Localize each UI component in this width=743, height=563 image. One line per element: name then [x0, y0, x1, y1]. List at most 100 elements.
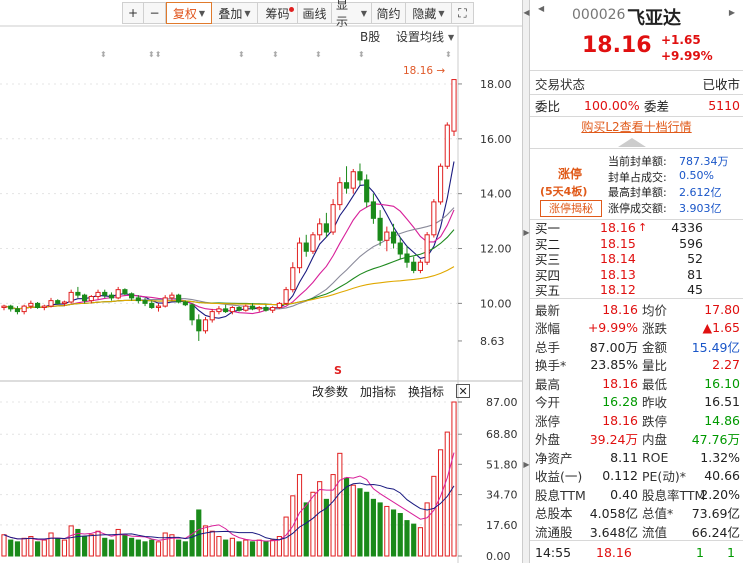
chips-button[interactable]: 筹码 [258, 2, 298, 24]
candlestick[interactable] [95, 289, 101, 300]
candlestick[interactable] [135, 295, 141, 304]
volume-bar[interactable] [14, 541, 21, 557]
volume-bar[interactable] [88, 534, 94, 557]
volume-bar[interactable] [1, 534, 7, 557]
volume-bar[interactable] [115, 528, 121, 557]
back-arrow-icon[interactable]: ◀ [538, 4, 545, 13]
volume-bar[interactable] [296, 474, 303, 557]
zoom-in-button[interactable]: + [122, 2, 144, 24]
candlestick[interactable] [276, 302, 282, 309]
volume-bar[interactable] [451, 401, 457, 557]
volume-bar[interactable] [303, 502, 309, 557]
volume-bar[interactable] [35, 541, 41, 557]
volume-bar[interactable] [75, 528, 81, 557]
candlestick[interactable] [263, 304, 269, 312]
volume-bar[interactable] [8, 539, 14, 557]
ma-setting-dropdown-icon[interactable]: ▼ [448, 33, 455, 42]
candlestick[interactable] [310, 232, 316, 254]
volume-bar[interactable] [182, 541, 188, 557]
volume-bar[interactable] [61, 539, 68, 557]
candlestick[interactable] [323, 212, 329, 238]
candlestick[interactable] [377, 210, 383, 246]
candlestick[interactable] [390, 223, 397, 249]
volume-bar[interactable] [431, 475, 437, 557]
ma-setting-button[interactable]: 设置均线 [396, 30, 444, 44]
candlestick[interactable] [330, 199, 336, 235]
volume-bar[interactable] [384, 505, 390, 557]
candlestick[interactable] [303, 234, 309, 257]
collapse-bottom-icon[interactable]: ▶ [523, 460, 530, 469]
collapse-mid-icon[interactable]: ▶ [523, 228, 530, 237]
fuquan-button[interactable]: 复权 ▼ [166, 2, 212, 24]
volume-bar[interactable] [270, 539, 276, 557]
volume-bar[interactable] [102, 537, 108, 557]
volume-bar[interactable] [21, 537, 27, 557]
candlestick[interactable] [256, 306, 262, 312]
event-marker-icon[interactable]: ⬍⬍ [148, 50, 161, 59]
volume-bar[interactable] [209, 530, 215, 557]
draw-line-button[interactable]: 画线 [298, 2, 332, 24]
volume-bar[interactable] [323, 498, 329, 557]
event-marker-icon[interactable]: ⬍ [445, 50, 452, 59]
candlestick[interactable] [75, 286, 81, 298]
change-params-button[interactable]: 改参数 [312, 385, 349, 399]
volume-bar[interactable] [417, 527, 423, 557]
volume-bar[interactable] [236, 541, 242, 557]
candlestick[interactable] [68, 289, 74, 304]
bid-row[interactable]: 买二 18.15 596 [530, 236, 743, 252]
candlestick[interactable] [249, 303, 256, 311]
bid-row[interactable]: 买三 18.14 52 [530, 251, 743, 267]
volume-bar[interactable] [317, 481, 323, 557]
candlestick[interactable] [21, 304, 27, 315]
volume-bar[interactable] [135, 539, 141, 557]
volume-bar[interactable] [256, 539, 262, 557]
volume-bar[interactable] [370, 498, 376, 557]
candlestick[interactable] [55, 299, 61, 305]
candlestick[interactable] [437, 163, 444, 205]
candlestick[interactable] [296, 237, 303, 274]
candlestick[interactable] [411, 256, 417, 274]
candlestick[interactable] [35, 302, 41, 309]
overlay-button[interactable]: 叠加 ▼ [212, 2, 258, 24]
bid-row[interactable]: 买五 18.12 45 [530, 282, 743, 298]
candlestick[interactable] [444, 122, 450, 169]
volume-bar[interactable] [444, 431, 450, 557]
candlestick[interactable] [169, 292, 175, 301]
volume-bar[interactable] [404, 520, 410, 557]
candlestick[interactable] [364, 174, 370, 208]
candlestick[interactable] [283, 286, 289, 305]
candlestick[interactable] [270, 306, 276, 313]
volume-bar[interactable] [216, 536, 222, 557]
candlestick[interactable] [384, 226, 390, 252]
candlestick[interactable] [182, 300, 188, 307]
event-marker-icon[interactable]: ⬍ [238, 50, 245, 59]
volume-bar[interactable] [229, 537, 235, 557]
candlestick[interactable] [451, 79, 457, 137]
volume-bar[interactable] [196, 509, 202, 557]
candlestick[interactable] [129, 292, 135, 301]
volume-bar[interactable] [41, 539, 47, 557]
candlestick[interactable] [176, 293, 182, 304]
volume-bar[interactable] [377, 502, 383, 557]
volume-bar[interactable] [330, 474, 336, 557]
candlestick[interactable] [223, 304, 229, 313]
candlestick[interactable] [61, 300, 68, 307]
volume-bar[interactable] [350, 484, 356, 557]
candlestick[interactable] [290, 262, 296, 293]
volume-bar[interactable] [337, 452, 343, 557]
volume-bar[interactable] [162, 532, 168, 557]
volume-bar[interactable] [202, 525, 209, 557]
volume-bar[interactable] [263, 541, 269, 557]
add-indicator-button[interactable]: 加指标 [360, 385, 397, 399]
candlestick[interactable] [404, 245, 410, 268]
candlestick[interactable] [243, 304, 249, 312]
volume-bar[interactable] [390, 509, 397, 557]
simple-button[interactable]: 简约 [372, 2, 406, 24]
volume-bar[interactable] [155, 541, 162, 557]
bid-row[interactable]: 买一 18.16 ↑ 4336 [530, 220, 743, 236]
volume-bar[interactable] [122, 534, 128, 557]
fullscreen-button[interactable]: ⛶ [452, 2, 474, 24]
volume-bar[interactable] [424, 502, 430, 557]
candlestick[interactable] [370, 193, 376, 224]
volume-bar[interactable] [142, 541, 148, 557]
